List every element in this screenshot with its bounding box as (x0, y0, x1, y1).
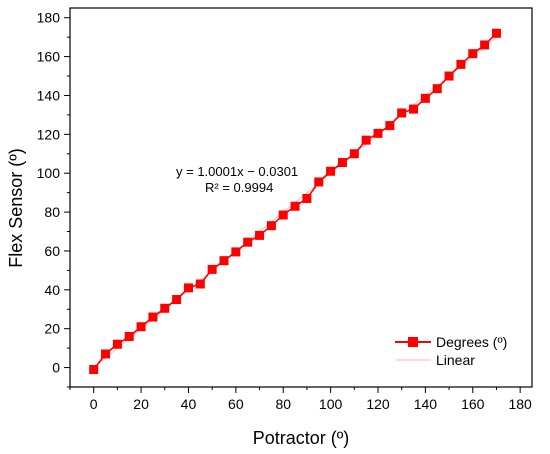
x-axis-title: Potractor (º) (253, 428, 350, 448)
degrees-data-point (432, 84, 442, 94)
degrees-data-point (361, 135, 371, 145)
y-tick-label: 60 (44, 243, 60, 259)
legend-marker-degrees (408, 337, 418, 347)
degrees-data-point (397, 108, 407, 118)
degrees-data-point (480, 40, 490, 50)
x-tick-label: 160 (461, 396, 485, 412)
x-tick-label: 60 (228, 396, 244, 412)
degrees-data-point (183, 283, 193, 293)
degrees-data-point (326, 166, 336, 176)
degrees-data-point (231, 247, 241, 257)
degrees-data-point (124, 331, 134, 341)
legend-label-degrees: Degrees (º) (436, 334, 507, 350)
y-axis-title: Flex Sensor (º) (6, 148, 26, 268)
degrees-data-point (148, 312, 158, 322)
degrees-data-point (243, 237, 253, 247)
degrees-data-point (468, 49, 478, 59)
degrees-data-point (373, 128, 383, 138)
y-tick-label: 20 (44, 321, 60, 337)
y-tick-label: 140 (37, 87, 61, 103)
x-tick-label: 100 (319, 396, 343, 412)
degrees-data-point (409, 104, 419, 114)
y-tick-label: 180 (37, 10, 61, 26)
y-tick-label: 160 (37, 49, 61, 65)
degrees-data-point (290, 201, 300, 211)
y-tick-label: 100 (37, 165, 61, 181)
y-tick-label: 0 (52, 360, 60, 376)
x-tick-label: 180 (508, 396, 532, 412)
fit-equation: y = 1.0001x − 0.0301 (176, 164, 298, 179)
degrees-data-point (101, 349, 111, 359)
degrees-data-point (420, 93, 430, 103)
degrees-data-point (491, 28, 501, 38)
x-tick-label: 140 (414, 396, 438, 412)
degrees-data-point (195, 279, 205, 289)
degrees-data-point (278, 210, 288, 220)
degrees-data-point (207, 264, 217, 274)
degrees-data-point (349, 149, 359, 159)
degrees-data-point (112, 339, 122, 349)
series-layer (89, 28, 501, 375)
y-tick-label: 80 (44, 204, 60, 220)
y-tick-label: 40 (44, 282, 60, 298)
degrees-data-point (255, 230, 265, 240)
r-squared-label: R² = 0.9994 (205, 180, 273, 195)
degrees-data-point (160, 303, 170, 313)
degrees-data-point (444, 71, 454, 81)
x-tick-label: 20 (133, 396, 149, 412)
degrees-data-point (385, 121, 395, 131)
x-tick-label: 0 (90, 396, 98, 412)
x-tick-label: 40 (181, 396, 197, 412)
plot-frame (69, 7, 533, 388)
x-tick-label: 120 (366, 396, 390, 412)
degrees-data-point (219, 256, 229, 266)
legend-label-linear: Linear (436, 352, 475, 368)
degrees-data-point (136, 322, 146, 332)
legend: Degrees (º) Linear (390, 326, 530, 370)
degrees-data-point (302, 193, 312, 203)
degrees-data-point (337, 158, 347, 168)
degrees-data-point (89, 365, 99, 375)
y-tick-label: 120 (37, 126, 61, 142)
degrees-data-point (172, 295, 182, 305)
x-tick-label: 80 (275, 396, 291, 412)
tick-layer: 0 20 40 60 80 100 120 140 160 180 0 20 40 60 80 100 120 1… (37, 10, 532, 412)
degrees-data-point (266, 221, 276, 231)
degrees-data-point (314, 177, 324, 187)
legend-box (390, 326, 530, 370)
degrees-data-point (456, 59, 466, 69)
